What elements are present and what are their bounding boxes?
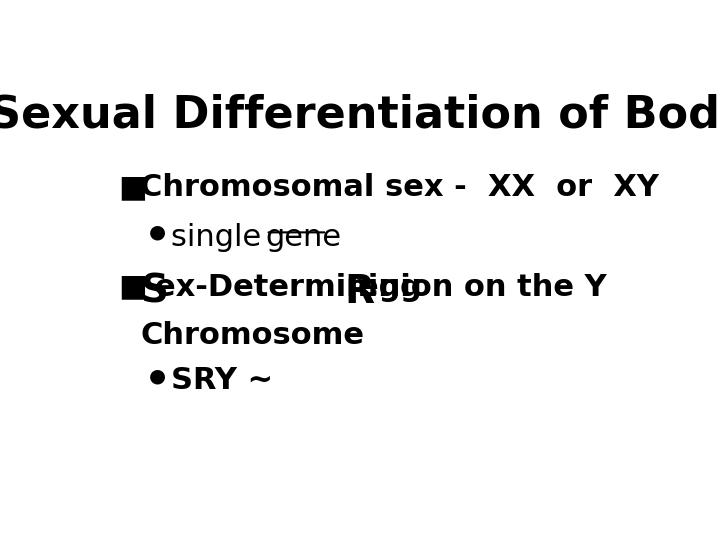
Text: ■: ■ [118, 273, 147, 302]
Text: Chromosome: Chromosome [140, 321, 364, 349]
Text: SRY ~: SRY ~ [171, 366, 273, 395]
Text: Chromosomal sex -  XX  or  XY: Chromosomal sex - XX or XY [140, 173, 659, 202]
Text: ●: ● [148, 366, 166, 385]
Text: egion on the Y: egion on the Y [358, 273, 606, 302]
Text: ■: ■ [118, 173, 147, 202]
Text: single: single [171, 223, 271, 252]
Text: R: R [344, 273, 374, 310]
Text: S: S [140, 273, 168, 310]
Text: gene: gene [266, 223, 342, 252]
Text: ●: ● [148, 223, 166, 242]
Text: Sexual Differentiation of Body: Sexual Differentiation of Body [0, 94, 720, 137]
Text: ex-Determining: ex-Determining [155, 273, 432, 302]
